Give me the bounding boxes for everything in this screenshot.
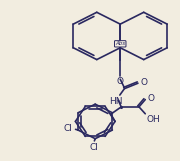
Text: Abs: Abs [115,41,125,46]
Text: Cl: Cl [64,124,73,133]
Text: Cl: Cl [89,143,98,152]
Text: O: O [117,77,124,86]
Text: O: O [140,78,147,87]
Text: OH: OH [146,115,160,124]
Text: HN: HN [109,97,123,106]
Text: O: O [148,94,155,103]
